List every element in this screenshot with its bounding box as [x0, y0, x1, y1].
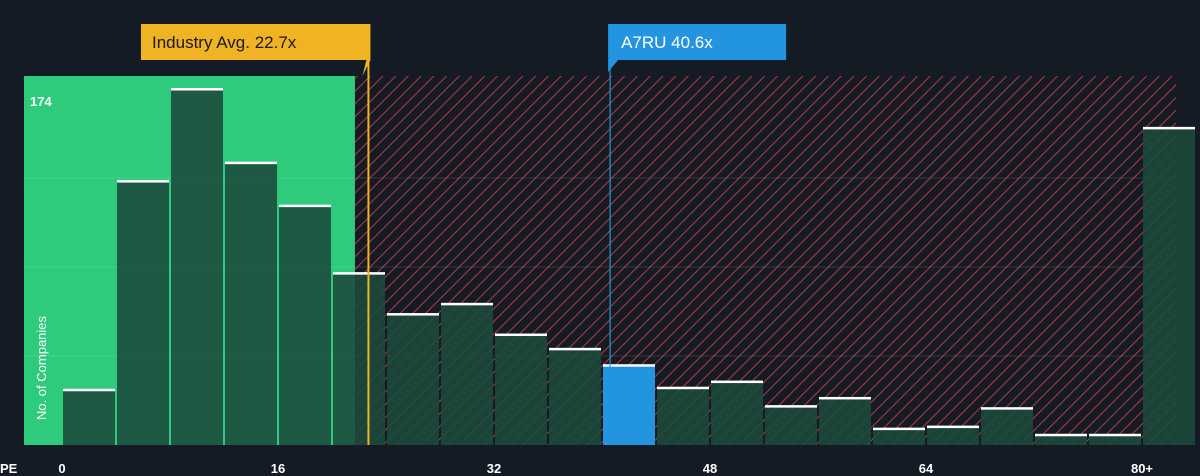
bar-cap-72 [1035, 433, 1087, 437]
bar-44 [657, 387, 709, 445]
bar-80 [1143, 127, 1195, 445]
bar-cap-40 [603, 364, 655, 367]
industry-avg-pointer [362, 60, 371, 76]
bar-cap-16 [279, 204, 331, 208]
bar-cap-20 [333, 272, 385, 275]
bar-cap-0 [63, 388, 115, 392]
x-axis-title: PE [0, 461, 18, 476]
industry-avg-callout [141, 24, 371, 60]
bar-16 [279, 205, 331, 445]
bar-40 [603, 365, 655, 445]
bar-cap-76 [1089, 433, 1141, 437]
bar-cap-44 [657, 386, 709, 390]
y-axis-title: No. of Companies [34, 315, 49, 420]
industry-avg-label: Industry Avg. 22.7x [152, 33, 297, 52]
bar-12 [225, 162, 277, 446]
bar-28 [441, 303, 493, 445]
bar-cap-8 [171, 88, 223, 91]
bar-76 [1089, 434, 1141, 445]
bar-cap-80 [1143, 126, 1195, 130]
bar-cap-4 [117, 180, 169, 183]
bar-4 [117, 181, 169, 445]
y-max-label: 174 [30, 94, 52, 109]
bar-cap-48 [711, 380, 763, 384]
company-pe-label: A7RU 40.6x [621, 33, 713, 52]
bar-cap-56 [819, 396, 871, 400]
bar-32 [495, 334, 547, 445]
x-tick-64: 64 [919, 461, 934, 476]
bar-56 [819, 397, 871, 445]
x-tick-80plus: 80+ [1131, 461, 1153, 476]
bar-cap-60 [873, 427, 925, 431]
bar-cap-24 [387, 313, 439, 316]
bar-20 [333, 273, 385, 445]
bar-68 [981, 408, 1033, 445]
bar-0 [63, 389, 115, 445]
bar-60 [873, 428, 925, 445]
bar-52 [765, 406, 817, 445]
bar-cap-32 [495, 333, 547, 337]
bar-cap-68 [981, 407, 1033, 410]
bar-24 [387, 314, 439, 445]
bar-8 [171, 89, 223, 445]
bar-cap-64 [927, 425, 979, 429]
bar-64 [927, 426, 979, 445]
bar-48 [711, 381, 763, 445]
bar-cap-28 [441, 302, 493, 306]
x-tick-0: 0 [58, 461, 65, 476]
bar-72 [1035, 434, 1087, 445]
bar-cap-36 [549, 347, 601, 351]
company-pe-pointer [608, 60, 619, 72]
x-tick-32: 32 [487, 461, 501, 476]
bar-cap-12 [225, 161, 277, 165]
bar-cap-52 [765, 405, 817, 408]
x-tick-48: 48 [703, 461, 717, 476]
x-tick-16: 16 [271, 461, 285, 476]
company-pe-callout [608, 24, 787, 60]
bar-36 [549, 348, 601, 445]
